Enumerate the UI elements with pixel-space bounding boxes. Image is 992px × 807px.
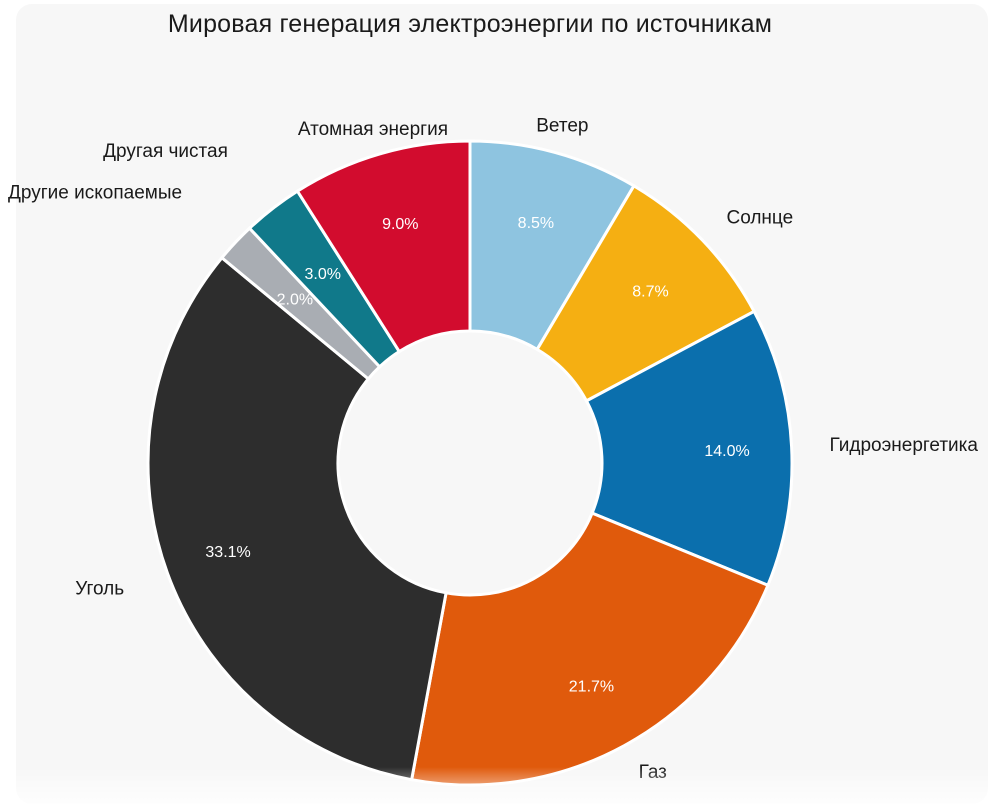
slice-category-label-7: Атомная энергия	[298, 119, 448, 140]
slice-category-label-4: Уголь	[75, 579, 124, 600]
chart-title: Мировая генерация электроэнергии по исто…	[167, 10, 773, 38]
slice-value-label-6: 3.0%	[304, 266, 340, 283]
slice-labels: 8.5% Ветер 8.7% Солнце 14.0% Гидроэнергетика 2…	[8, 115, 978, 783]
slice-value-label-7: 9.0%	[382, 216, 418, 233]
slice-value-label-3: 21.7%	[569, 679, 614, 696]
slice-category-label-1: Солнце	[726, 208, 793, 229]
donut-slices	[146, 139, 794, 787]
slice-4	[146, 255, 448, 782]
slice-value-label-2: 14.0%	[704, 443, 749, 460]
slice-category-label-5: Другие ископаемые	[8, 183, 182, 204]
slice-7	[295, 139, 472, 354]
slice-value-label-5: 2.0%	[277, 292, 313, 309]
slice-value-label-4: 33.1%	[205, 544, 250, 561]
slice-category-label-2: Гидроэнергетика	[830, 435, 979, 456]
slice-value-label-1: 8.7%	[632, 283, 668, 300]
slice-category-label-3: Газ	[639, 762, 667, 783]
slice-value-label-0: 8.5%	[518, 215, 554, 232]
slice-category-label-0: Ветер	[536, 115, 588, 136]
slice-2	[584, 309, 794, 588]
slice-category-label-6: Другая чистая	[103, 141, 228, 162]
